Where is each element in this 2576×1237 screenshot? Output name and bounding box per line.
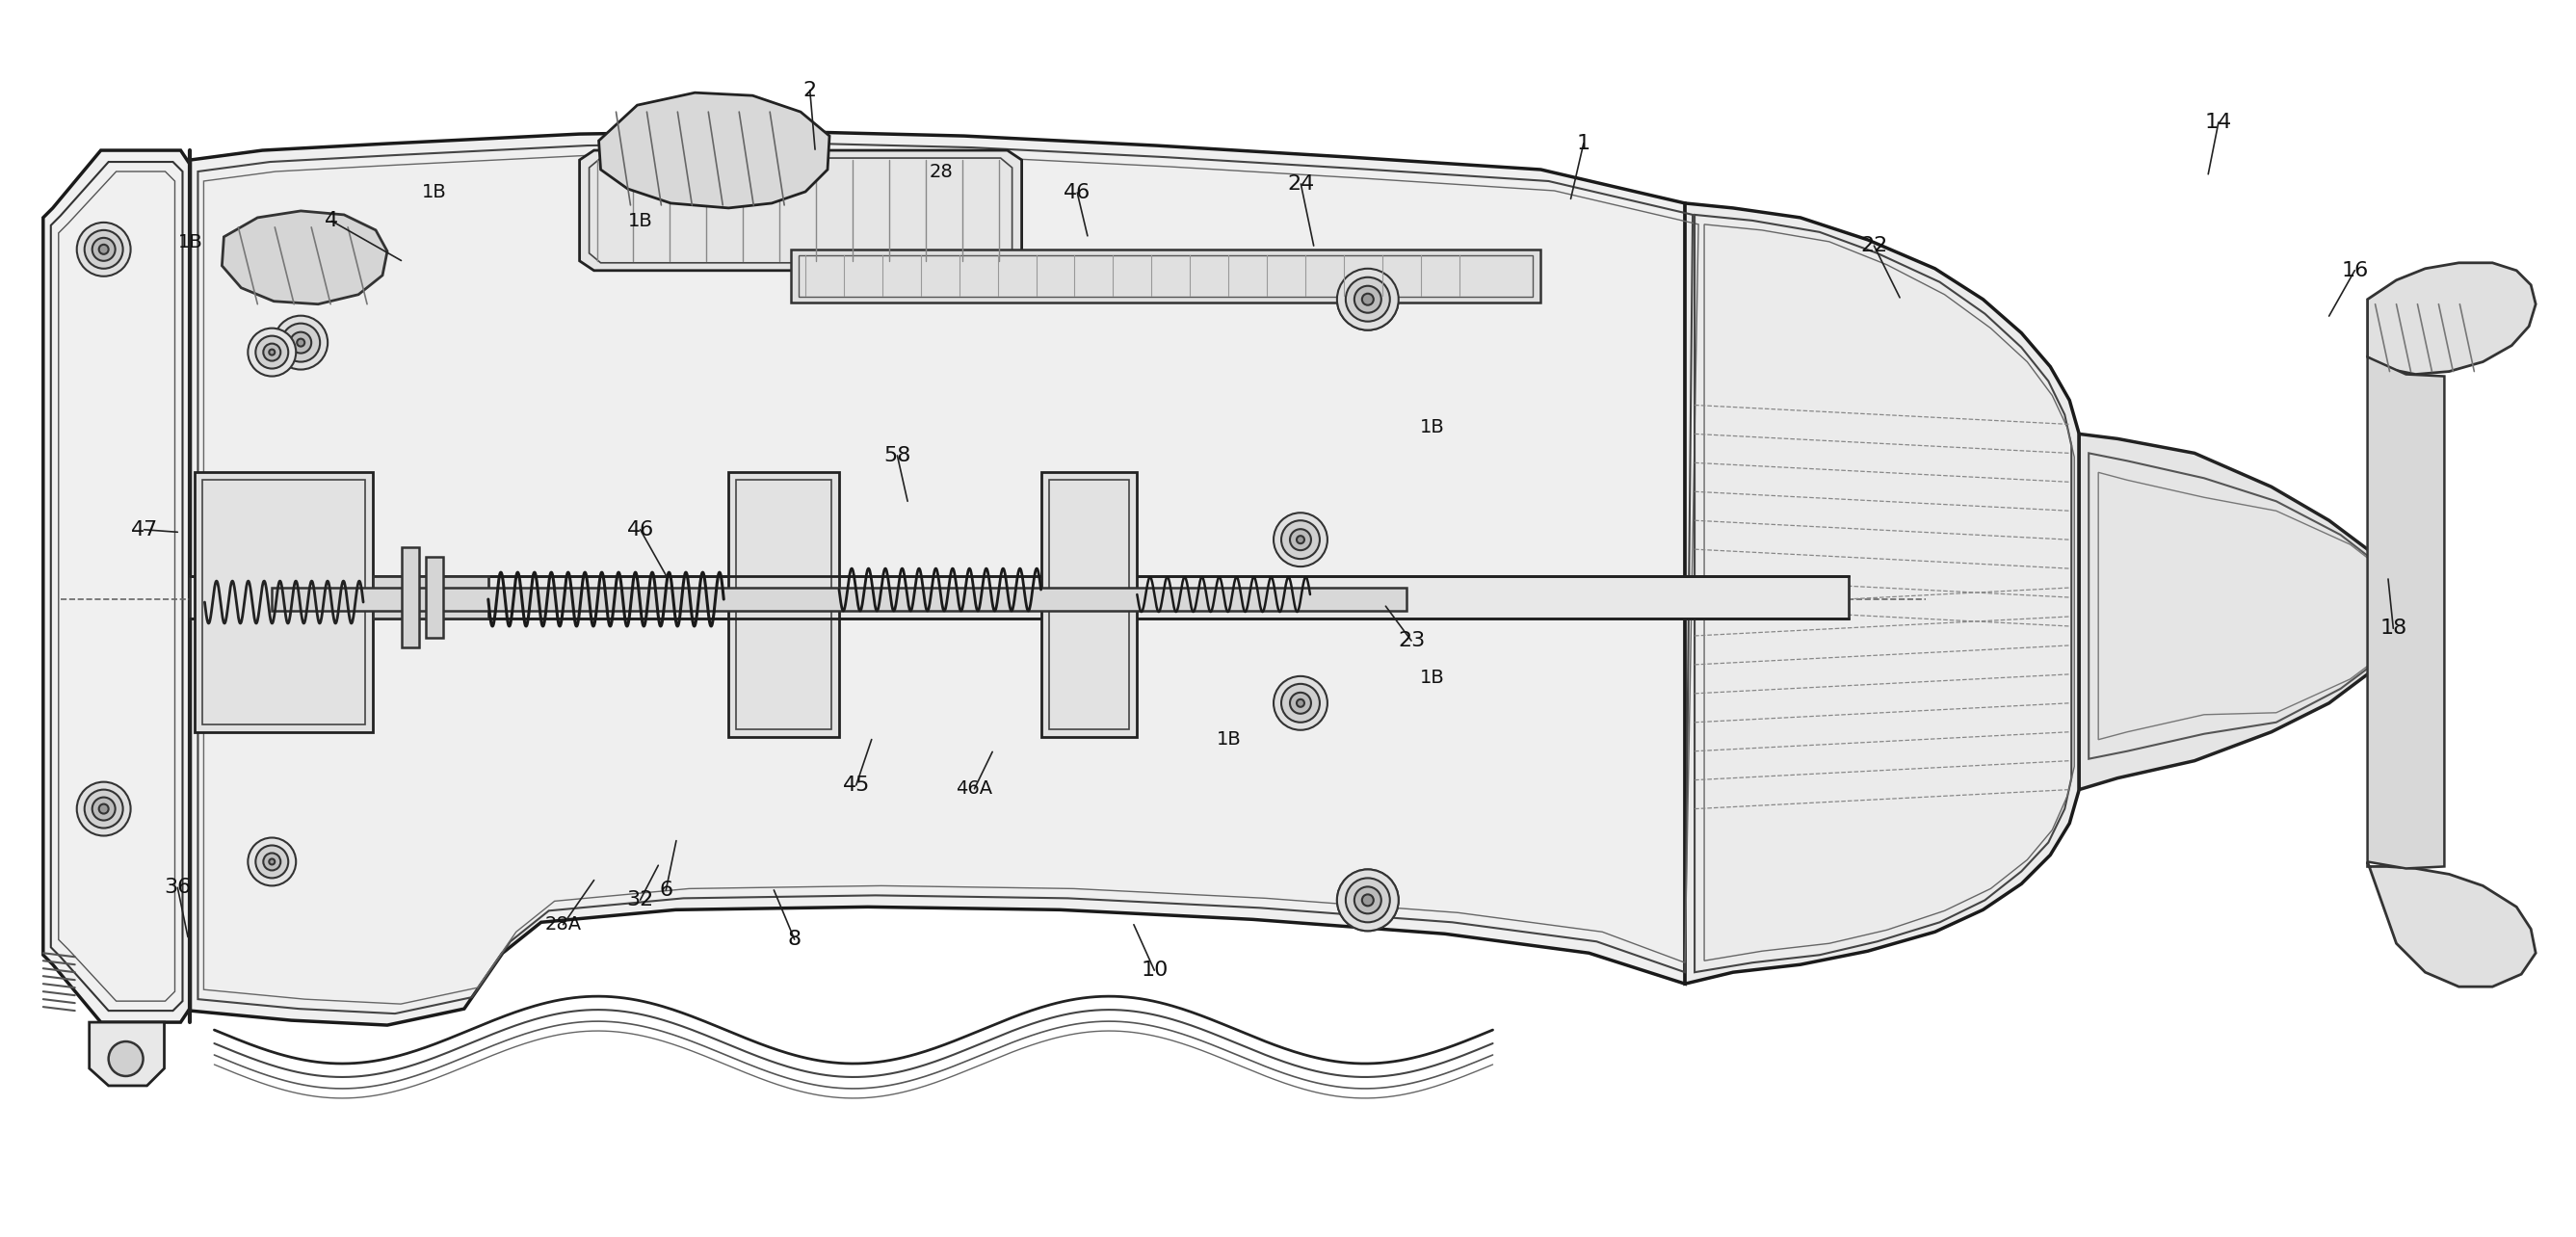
Bar bbox=[425, 557, 443, 638]
Circle shape bbox=[98, 804, 108, 814]
Bar bbox=[791, 250, 1540, 302]
Circle shape bbox=[268, 349, 276, 355]
Text: 23: 23 bbox=[1399, 631, 1425, 651]
Bar bbox=[1041, 473, 1136, 737]
Circle shape bbox=[247, 837, 296, 886]
Bar bbox=[191, 576, 1850, 618]
Text: 1B: 1B bbox=[629, 212, 652, 230]
Text: 46: 46 bbox=[626, 520, 654, 539]
Polygon shape bbox=[191, 131, 1685, 1025]
Circle shape bbox=[1337, 870, 1399, 931]
Circle shape bbox=[1345, 277, 1391, 322]
Text: 22: 22 bbox=[1860, 236, 1888, 255]
Circle shape bbox=[255, 336, 289, 369]
Circle shape bbox=[1355, 887, 1381, 914]
Polygon shape bbox=[580, 151, 1023, 271]
Text: 1B: 1B bbox=[178, 233, 204, 251]
Circle shape bbox=[263, 854, 281, 871]
Polygon shape bbox=[2367, 357, 2445, 868]
Text: 46: 46 bbox=[1064, 183, 1090, 203]
Bar bbox=[1048, 480, 1128, 729]
Circle shape bbox=[1355, 286, 1381, 313]
Text: 2: 2 bbox=[804, 80, 817, 100]
Circle shape bbox=[1280, 521, 1319, 559]
Circle shape bbox=[268, 858, 276, 865]
Circle shape bbox=[1363, 293, 1373, 306]
Text: 58: 58 bbox=[884, 445, 912, 465]
Polygon shape bbox=[2079, 434, 2416, 789]
Polygon shape bbox=[222, 210, 386, 304]
Circle shape bbox=[93, 798, 116, 820]
Circle shape bbox=[1345, 878, 1391, 923]
Circle shape bbox=[1291, 693, 1311, 714]
Polygon shape bbox=[90, 1022, 165, 1086]
Circle shape bbox=[1363, 293, 1373, 306]
Circle shape bbox=[1355, 286, 1381, 313]
Circle shape bbox=[1337, 870, 1399, 931]
Circle shape bbox=[1273, 677, 1327, 730]
Circle shape bbox=[255, 845, 289, 878]
Circle shape bbox=[1355, 887, 1381, 914]
Polygon shape bbox=[598, 93, 829, 208]
Circle shape bbox=[247, 328, 296, 376]
Circle shape bbox=[1337, 268, 1399, 330]
Circle shape bbox=[1291, 529, 1311, 550]
Circle shape bbox=[1337, 268, 1399, 330]
Text: 1B: 1B bbox=[422, 183, 448, 202]
Text: 1B: 1B bbox=[1419, 418, 1445, 437]
Text: 36: 36 bbox=[165, 878, 191, 897]
Circle shape bbox=[77, 782, 131, 836]
Text: 24: 24 bbox=[1288, 174, 1314, 194]
Polygon shape bbox=[2367, 262, 2535, 375]
Circle shape bbox=[98, 245, 108, 254]
Bar bbox=[729, 473, 840, 737]
Circle shape bbox=[93, 238, 116, 261]
Text: 46A: 46A bbox=[956, 779, 992, 798]
Circle shape bbox=[1280, 684, 1319, 722]
Circle shape bbox=[291, 332, 312, 354]
Circle shape bbox=[1345, 878, 1391, 923]
Bar bbox=[273, 588, 1406, 611]
Bar bbox=[799, 255, 1533, 297]
Text: 45: 45 bbox=[842, 776, 871, 794]
Circle shape bbox=[1363, 894, 1373, 905]
Circle shape bbox=[1273, 513, 1327, 567]
Circle shape bbox=[296, 339, 304, 346]
Bar bbox=[374, 576, 489, 618]
Circle shape bbox=[1363, 894, 1373, 905]
Circle shape bbox=[77, 223, 131, 276]
Bar bbox=[402, 547, 420, 647]
Text: 4: 4 bbox=[325, 212, 337, 230]
Text: 1: 1 bbox=[1577, 134, 1589, 153]
Circle shape bbox=[273, 315, 327, 370]
Text: 1B: 1B bbox=[1419, 668, 1445, 687]
Bar bbox=[196, 473, 374, 732]
Circle shape bbox=[1296, 536, 1303, 543]
Text: 14: 14 bbox=[2205, 113, 2231, 132]
Text: 28: 28 bbox=[930, 162, 953, 181]
Text: 32: 32 bbox=[626, 891, 654, 909]
Bar bbox=[737, 480, 832, 729]
Circle shape bbox=[85, 789, 124, 828]
Polygon shape bbox=[1685, 203, 2079, 983]
Text: 18: 18 bbox=[2380, 618, 2406, 638]
Text: 10: 10 bbox=[1141, 961, 1167, 980]
Text: 28A: 28A bbox=[544, 915, 582, 934]
Circle shape bbox=[108, 1042, 144, 1076]
Text: 16: 16 bbox=[2342, 261, 2367, 280]
Circle shape bbox=[263, 344, 281, 361]
Bar bbox=[204, 480, 366, 724]
Text: 1B: 1B bbox=[1216, 730, 1242, 748]
Polygon shape bbox=[2367, 862, 2535, 987]
Text: 8: 8 bbox=[788, 930, 801, 949]
Polygon shape bbox=[44, 151, 191, 1022]
Circle shape bbox=[281, 323, 319, 362]
Circle shape bbox=[1345, 277, 1391, 322]
Text: 6: 6 bbox=[659, 881, 672, 899]
Circle shape bbox=[1296, 699, 1303, 706]
Text: 47: 47 bbox=[131, 520, 157, 539]
Circle shape bbox=[85, 230, 124, 268]
